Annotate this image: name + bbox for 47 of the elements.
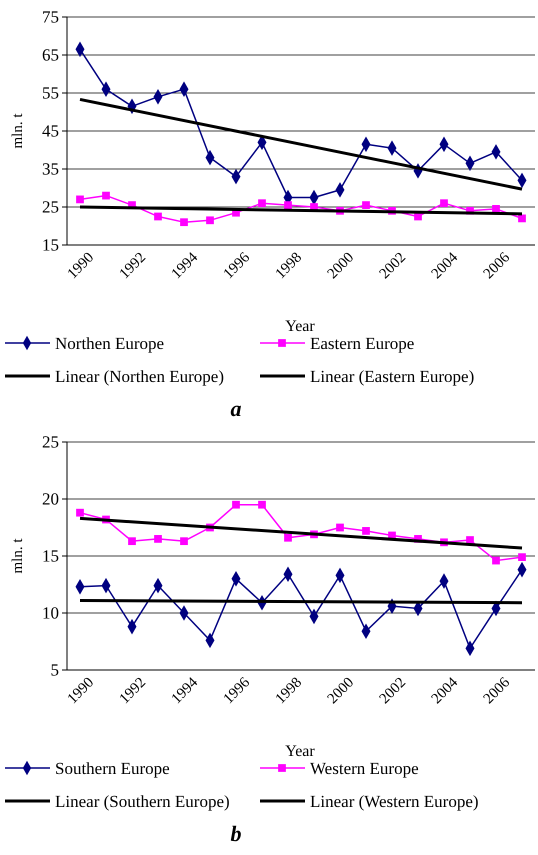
point bbox=[284, 201, 292, 209]
point bbox=[440, 199, 448, 208]
y-axis-title: mln. t bbox=[10, 538, 26, 574]
legend-label: Linear (Eastern Europe) bbox=[310, 367, 474, 386]
text: b bbox=[230, 821, 242, 846]
y-axis-title: mln. t bbox=[10, 112, 26, 149]
y-tick-label: 15 bbox=[42, 235, 59, 254]
point bbox=[362, 527, 370, 535]
y-tick-label: 55 bbox=[42, 83, 59, 102]
y-tick-label: 25 bbox=[42, 432, 59, 452]
legend-label: Southern Europe bbox=[55, 759, 170, 778]
y-tick-label: 75 bbox=[42, 7, 59, 26]
y-tick-label: 45 bbox=[42, 121, 59, 140]
point bbox=[76, 196, 84, 204]
legend-label: Western Europe bbox=[310, 759, 419, 778]
point bbox=[102, 192, 110, 200]
point bbox=[284, 534, 292, 542]
x-axis-title: Year bbox=[285, 743, 316, 760]
y-tick-label: 10 bbox=[42, 603, 59, 622]
point bbox=[362, 201, 370, 209]
point bbox=[518, 553, 526, 562]
point bbox=[232, 500, 240, 509]
point bbox=[180, 218, 188, 226]
legend-label: Northen Europe bbox=[55, 334, 164, 353]
text: a bbox=[230, 396, 242, 421]
legend-label: Linear (Southern Europe) bbox=[55, 792, 230, 811]
y-tick-label: 5 bbox=[50, 660, 59, 680]
point bbox=[154, 212, 162, 220]
point bbox=[336, 524, 344, 532]
point bbox=[518, 214, 526, 222]
y-tick-label: 20 bbox=[42, 489, 59, 508]
point bbox=[206, 216, 214, 224]
legend-label: Linear (Western Europe) bbox=[310, 792, 479, 811]
y-tick-label: 15 bbox=[42, 546, 59, 566]
legend-label: Linear (Northen Europe) bbox=[55, 367, 224, 386]
legend-label: Eastern Europe bbox=[310, 334, 414, 353]
point bbox=[258, 199, 266, 208]
point bbox=[492, 556, 500, 564]
point bbox=[128, 537, 136, 546]
point bbox=[180, 537, 188, 546]
y-tick-label: 35 bbox=[42, 159, 59, 178]
point bbox=[154, 535, 162, 543]
x-axis-title: Year bbox=[285, 318, 316, 335]
point bbox=[76, 508, 84, 517]
y-tick-label: 65 bbox=[42, 45, 59, 64]
point bbox=[258, 500, 266, 509]
y-tick-label: 25 bbox=[42, 197, 59, 216]
